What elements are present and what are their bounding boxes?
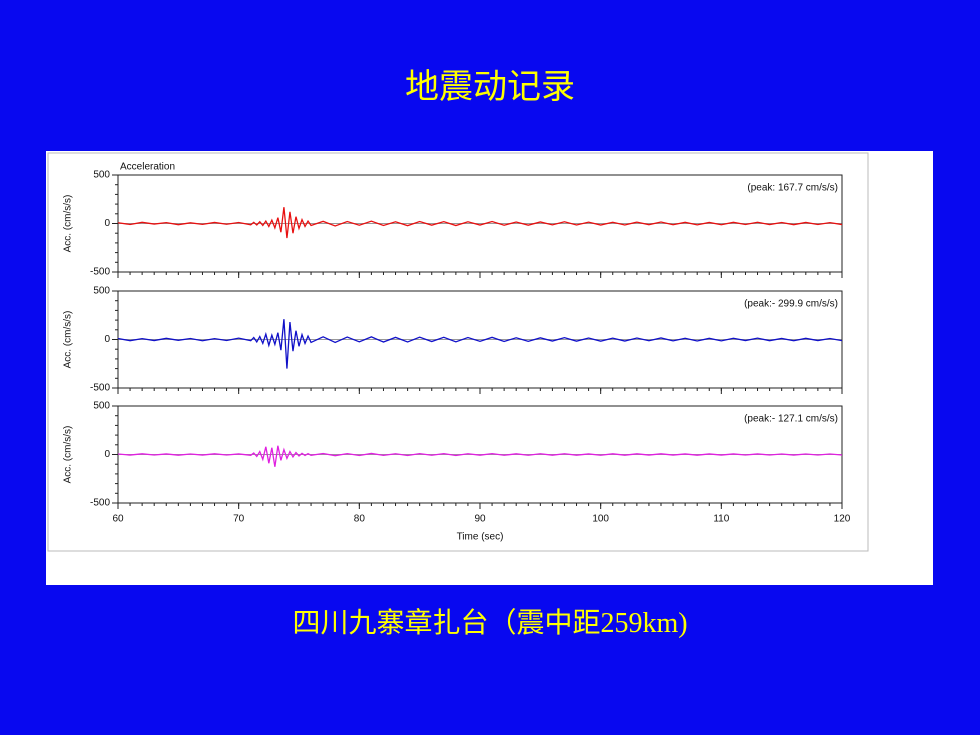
- x-tick-label: 90: [474, 514, 486, 525]
- y-tick-label: 0: [104, 218, 110, 229]
- slide-title: 地震动记录: [405, 68, 575, 106]
- chart-panel: [46, 151, 933, 585]
- y-tick-label: -500: [90, 498, 110, 509]
- trace: [117, 445, 843, 467]
- y-tick-label: 500: [93, 401, 110, 412]
- x-tick-label: 80: [354, 514, 366, 525]
- chart-title: Acceleration: [120, 162, 175, 173]
- y-tick-label: 500: [93, 286, 110, 297]
- trace: [117, 319, 843, 369]
- x-tick-label: 110: [713, 514, 729, 525]
- y-tick-label: 0: [104, 334, 110, 345]
- annotation: (peak:- 127.1 cm/s/s): [744, 414, 838, 425]
- charts: 500 0 -500 Acceleration Acc. (cm/s/s) (peak: …: [63, 162, 851, 543]
- y-tick-label: -500: [90, 383, 110, 394]
- x-tick-label: 70: [233, 514, 245, 525]
- y-tick-label: -500: [90, 267, 110, 278]
- y-tick-label: 0: [104, 449, 110, 460]
- x-tick-label: 120: [834, 514, 851, 525]
- x-tick-label: 60: [112, 514, 124, 525]
- chart-frame: [47, 152, 869, 552]
- y-tick-label: 500: [93, 170, 110, 181]
- annotation: (peak: 167.7 cm/s/s): [747, 183, 838, 194]
- trace: [117, 207, 843, 239]
- y-axis-label: Acc. (cm/s/s): [63, 311, 74, 369]
- x-axis-label: Time (sec): [457, 532, 504, 543]
- caption: 四川九寨章扎台（震中距259km): [292, 607, 687, 639]
- y-axis-label: Acc. (cm/s/s): [63, 426, 74, 484]
- y-axis-label: Acc. (cm/s/s): [63, 195, 74, 253]
- annotation: (peak:- 299.9 cm/s/s): [744, 299, 838, 310]
- x-tick-label: 100: [592, 514, 609, 525]
